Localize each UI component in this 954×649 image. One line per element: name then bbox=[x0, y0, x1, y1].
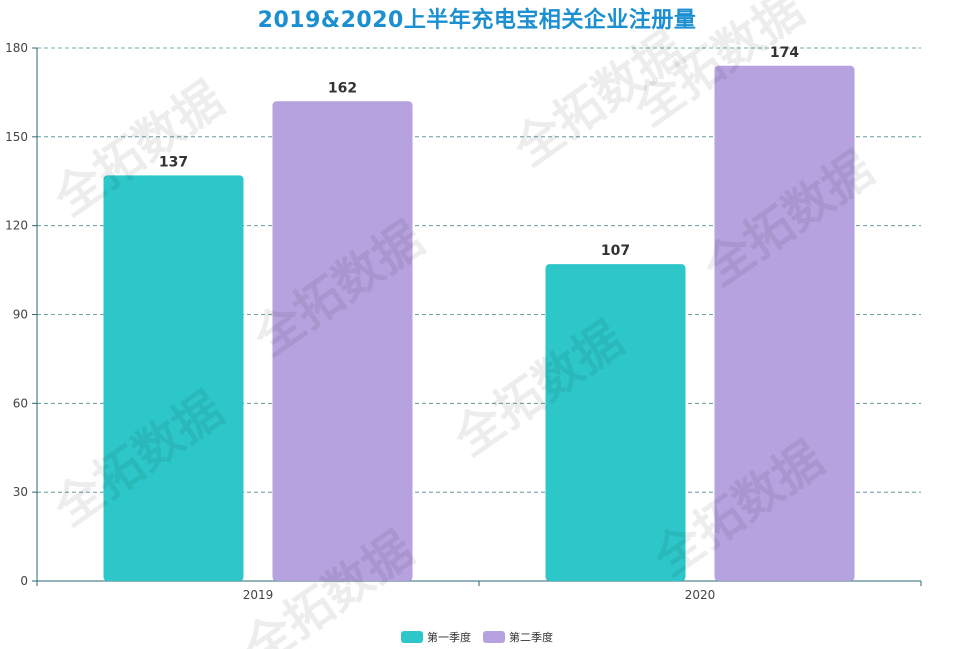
legend-item-q2[interactable]: 第二季度 bbox=[483, 629, 553, 645]
data-label-2020-第一季度: 107 bbox=[601, 243, 630, 259]
x-tick-label: 2019 bbox=[243, 588, 274, 602]
bar-2020-第一季度 bbox=[545, 264, 686, 581]
y-tick-label: 0 bbox=[20, 574, 28, 588]
y-tick-label: 60 bbox=[13, 396, 28, 410]
legend-item-q1[interactable]: 第一季度 bbox=[401, 629, 471, 645]
y-tick-label: 150 bbox=[5, 130, 28, 144]
legend-label-q2: 第二季度 bbox=[509, 631, 553, 644]
legend-swatch-q1 bbox=[401, 631, 423, 643]
legend-label-q1: 第一季度 bbox=[427, 631, 471, 644]
y-tick-label: 120 bbox=[5, 219, 28, 233]
y-tick-label: 180 bbox=[5, 41, 28, 55]
data-label-2019-第一季度: 137 bbox=[159, 154, 188, 170]
data-label-2019-第二季度: 162 bbox=[328, 80, 357, 96]
bars bbox=[103, 65, 855, 582]
data-labels: 137 162 107 174 bbox=[159, 45, 799, 259]
chart-title: 2019&2020上半年充电宝相关企业注册量 bbox=[257, 8, 697, 33]
y-tick-label: 90 bbox=[13, 308, 28, 322]
legend-swatch-q2 bbox=[483, 631, 505, 643]
bar-2019-第二季度 bbox=[272, 101, 413, 582]
x-tick-label: 2020 bbox=[685, 588, 716, 602]
bar-2020-第二季度 bbox=[714, 65, 855, 582]
y-tick-label: 30 bbox=[13, 485, 28, 499]
legend: 第一季度 第二季度 bbox=[0, 629, 954, 645]
bar-2019-第一季度 bbox=[103, 175, 244, 582]
data-label-2020-第二季度: 174 bbox=[770, 45, 799, 61]
